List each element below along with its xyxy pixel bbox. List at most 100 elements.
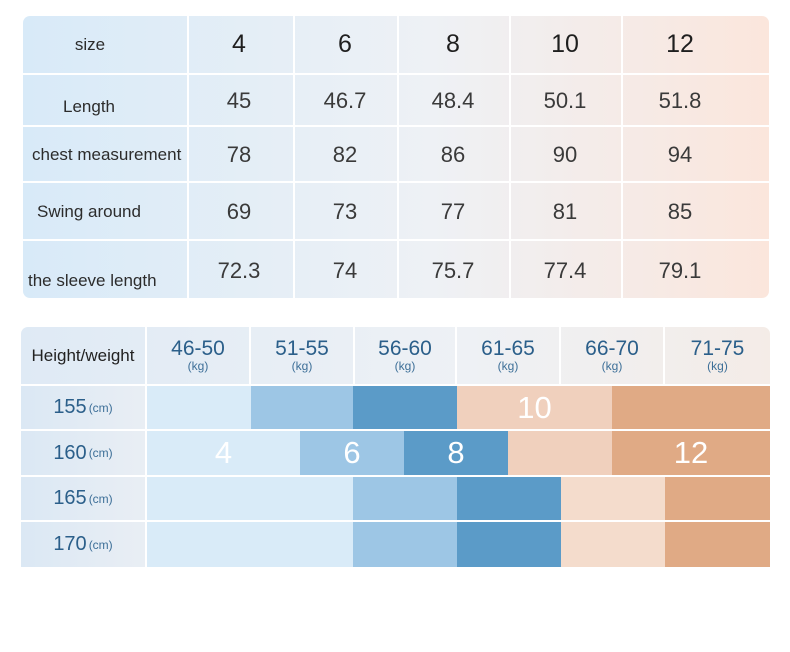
size-block-6 [353,522,457,567]
size-row-chest: chest measurement 78 82 86 90 94 [23,125,769,183]
cell: 72.3 [217,257,261,283]
size-header-6: 6 [338,30,352,58]
size-block-4 [147,522,353,567]
row-label-swing: Swing around [37,202,141,221]
height-value: 170 [53,533,87,555]
row-label-chest: chest measurement [32,145,182,164]
cell: 75.7 [431,257,475,283]
cell: 45 [226,88,252,113]
cell: 51.8 [658,88,702,113]
weight-header-row: Height/weight 46-50 (kg) 51-55 (kg) 56-6… [21,327,770,384]
size-block-4 [147,386,251,429]
size-header-8: 8 [446,30,460,58]
height-unit: (cm) [88,491,113,506]
size-block-10 [561,477,665,520]
weight-col-51-55: 51-55 (kg) [251,327,353,384]
height-unit: (cm) [88,537,113,552]
cell: 82 [332,142,358,167]
cell: 85 [667,199,693,224]
weight-unit: (kg) [497,359,519,373]
size-block-4 [147,477,353,520]
cell: 94 [667,142,693,167]
row-divider [21,520,770,522]
column-divider [559,327,561,384]
size-block-8 [353,386,457,429]
size-header-4: 4 [232,30,246,58]
weight-col-71-75: 71-75 (kg) [665,327,770,384]
height-weight-label: Height/weight [31,345,135,365]
column-divider [249,327,251,384]
size-block-8 [457,522,561,567]
size-header-label: size [74,34,106,54]
column-divider [621,16,623,298]
size-block-8: 8 [404,431,508,475]
row-label-sleeve: the sleeve length [28,270,157,290]
size-header-12: 12 [666,30,694,58]
cell: 78 [226,142,252,167]
height-row-155: 155 (cm) [21,386,145,429]
column-divider [455,327,457,384]
column-divider [293,16,295,298]
size-header-row: size 4 6 8 10 12 [23,16,769,73]
height-value: 165 [53,487,87,509]
row-divider [21,384,770,386]
cell: 90 [552,142,578,167]
weight-range: 71-75 [690,337,745,360]
size-block-6: 6 [300,431,404,475]
weight-col-61-65: 61-65 (kg) [457,327,559,384]
size-row-swing: Swing around 69 73 77 81 85 [23,181,769,241]
size-block-10: 10 [457,386,612,429]
cell: 77.4 [543,257,587,283]
size-table: size 4 6 8 10 12 Length 45 46.7 48.4 50.… [23,16,769,298]
height-weight-chart: Height/weight 46-50 (kg) 51-55 (kg) 56-6… [21,327,770,567]
row-label-length: Length [63,97,115,116]
cell: 79.1 [658,257,702,283]
size-block-12 [612,386,770,429]
weight-col-56-60: 56-60 (kg) [355,327,455,384]
weight-range: 61-65 [481,337,535,360]
column-divider [509,16,511,298]
row-divider [21,429,770,431]
size-block-12: 12 [612,431,770,475]
column-divider [353,327,355,384]
weight-unit: (kg) [601,359,623,373]
cell: 48.4 [431,88,475,113]
weight-range: 51-55 [275,337,329,360]
cell: 73 [332,199,358,224]
column-divider [397,16,399,298]
size-header-10: 10 [551,30,579,58]
column-divider [145,327,147,567]
size-block-10 [508,431,612,475]
size-block-6 [251,386,353,429]
size-block-12 [665,477,770,520]
cell: 81 [552,199,578,224]
cell: 86 [440,142,466,167]
weight-unit: (kg) [187,359,209,373]
weight-unit: (kg) [707,359,728,373]
size-block-6 [353,477,457,520]
size-row-sleeve: the sleeve length 72.3 74 75.7 77.4 79.1 [23,239,769,298]
height-unit: (cm) [88,446,113,460]
weight-range: 46-50 [171,337,225,360]
cell: 46.7 [323,88,367,113]
height-row-170: 170 (cm) [21,522,145,567]
size-block-8 [457,477,561,520]
cell: 77 [440,199,466,224]
height-unit: (cm) [88,400,113,415]
weight-unit: (kg) [394,359,416,373]
height-value: 160 [53,441,87,464]
cell: 74 [332,257,358,283]
size-row-length: Length 45 46.7 48.4 50.1 51.8 [23,73,769,127]
size-block-10 [561,522,665,567]
weight-col-66-70: 66-70 (kg) [561,327,663,384]
weight-unit: (kg) [291,359,313,373]
height-row-165: 165 (cm) [21,477,145,520]
size-block-12 [665,522,770,567]
cell: 50.1 [543,88,587,113]
row-divider [21,475,770,477]
height-row-160: 160 (cm) [21,431,145,475]
height-value: 155 [53,396,87,418]
cell: 69 [226,199,252,224]
column-divider [663,327,665,384]
weight-col-46-50: 46-50 (kg) [147,327,249,384]
